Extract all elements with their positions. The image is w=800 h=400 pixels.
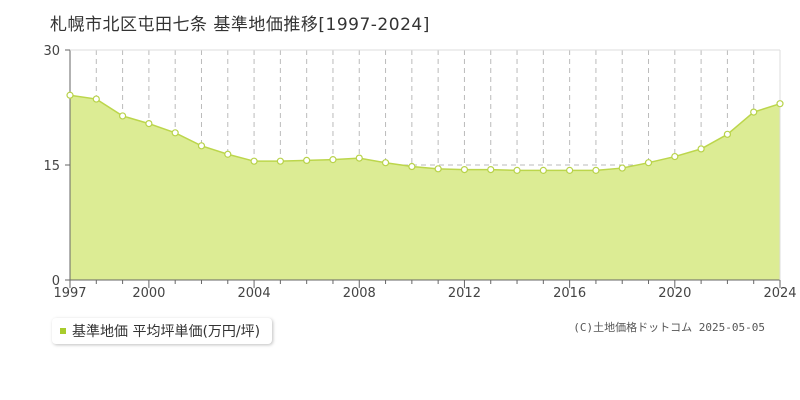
data-point	[355, 154, 363, 162]
data-point	[697, 145, 705, 153]
chart-title: 札幌市北区屯田七条 基準地価推移[1997-2024]	[50, 15, 430, 35]
x-tick-label: 2024	[763, 286, 796, 301]
data-point	[592, 166, 600, 174]
point-layer	[66, 91, 784, 174]
axis-layer	[65, 49, 781, 288]
series-line	[69, 94, 781, 172]
data-point	[197, 142, 206, 150]
data-point	[750, 108, 758, 116]
data-point	[644, 159, 653, 167]
y-tick-label: 15	[43, 159, 60, 174]
x-tick-label: 2016	[553, 286, 586, 301]
series-area	[70, 95, 780, 280]
x-tick-label: 1997	[53, 286, 86, 301]
data-point	[776, 100, 784, 108]
x-tick-label: 2012	[448, 286, 481, 301]
data-point	[408, 162, 416, 171]
data-point	[303, 156, 311, 164]
data-point	[460, 166, 469, 174]
data-point	[92, 95, 100, 103]
copyright-text: (C)土地価格ドットコム 2025-05-05	[573, 321, 765, 334]
y-tick-label: 30	[43, 44, 60, 59]
data-point	[250, 157, 258, 165]
legend: 基準地価 平均坪単価(万円/坪)	[52, 318, 273, 344]
legend-label: 基準地価 平均坪単価(万円/坪)	[72, 324, 261, 340]
data-point	[381, 159, 390, 167]
area-layer	[69, 94, 781, 280]
y-tick-label: 0	[52, 274, 60, 289]
data-point	[329, 156, 337, 164]
x-tick-label: 2008	[343, 286, 376, 301]
data-point	[539, 166, 547, 174]
data-point	[671, 152, 679, 161]
x-tick-label: 2004	[238, 286, 271, 301]
data-point	[723, 130, 732, 138]
data-point	[566, 166, 574, 174]
data-point	[145, 119, 153, 128]
data-point	[171, 129, 179, 137]
data-point	[487, 166, 495, 174]
legend-marker-icon	[60, 328, 66, 334]
data-point	[434, 165, 442, 173]
tick-layer: 0 15 30 1997 2000 2004 2008 2012 2016 2020 2024	[43, 44, 796, 301]
data-point	[118, 112, 127, 120]
data-point	[513, 166, 521, 174]
data-point	[66, 91, 74, 99]
x-tick-label: 2020	[658, 286, 691, 301]
x-tick-label: 2000	[132, 286, 165, 301]
data-point	[276, 157, 284, 165]
data-point	[618, 164, 626, 172]
data-point	[224, 150, 232, 158]
